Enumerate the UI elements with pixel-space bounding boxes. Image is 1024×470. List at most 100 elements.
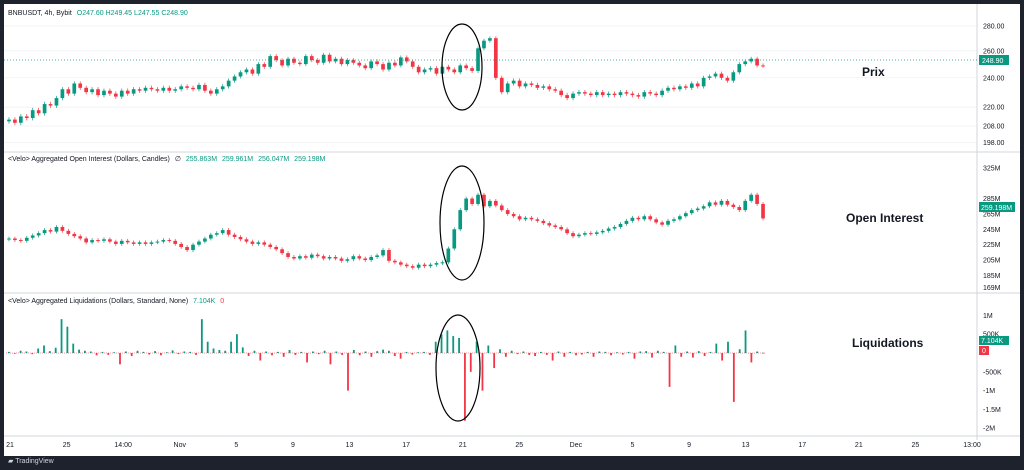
liq-bar	[358, 353, 361, 356]
oi-candle	[66, 230, 71, 234]
liq-bar	[551, 353, 554, 361]
price-candle	[470, 68, 474, 71]
price-y-tick: 208.00	[983, 124, 1005, 131]
liq-bar	[417, 352, 420, 354]
price-candle	[268, 56, 273, 67]
oi-candle	[630, 217, 635, 221]
annotation-liquidations: Liquidations	[852, 336, 924, 350]
liq-bar	[300, 351, 303, 354]
x-tick: 17	[402, 442, 410, 449]
annotation-ellipse-price	[441, 23, 483, 111]
oi-candle	[102, 239, 106, 241]
x-tick: 17	[798, 442, 806, 449]
chart-svg[interactable]: 280.00 260.00 240.00 220.00 208.00 198.00 325M…	[4, 4, 1020, 456]
liq-bar	[475, 341, 478, 354]
oi-symbol: ∅	[175, 156, 181, 163]
price-candle	[713, 73, 718, 77]
price-candle	[36, 110, 41, 114]
price-candle	[333, 58, 338, 62]
oi-candle	[594, 232, 599, 234]
liq-bar	[697, 351, 700, 354]
liq-bar	[247, 353, 250, 357]
price-candle	[505, 83, 510, 93]
oi-candle	[7, 238, 11, 240]
ohlc-open: 247.60	[82, 10, 104, 17]
tradingview-logo[interactable]: ▰ TradingView	[8, 457, 54, 465]
price-candle	[630, 93, 635, 96]
oi-candle	[42, 230, 47, 234]
liq-bar	[376, 351, 379, 354]
chart-frame: 280.00 260.00 240.00 220.00 208.00 198.00 325M…	[4, 4, 1020, 466]
liq-bar	[265, 351, 268, 354]
oi-y-tick: 265M	[983, 211, 1001, 218]
oi-candle	[511, 213, 516, 217]
liq-bar	[621, 353, 624, 355]
liq-bar	[469, 353, 472, 372]
price-candle	[761, 65, 765, 67]
oi-candle	[304, 256, 308, 258]
oi-candle	[577, 234, 581, 237]
price-candle	[654, 93, 658, 96]
oi-candle	[523, 217, 528, 220]
price-y-tick: 240.00	[983, 75, 1005, 82]
price-candles	[7, 36, 765, 126]
price-candle	[203, 84, 207, 91]
oi-candle	[571, 233, 575, 237]
oi-candle	[185, 246, 189, 251]
oi-candle	[137, 242, 142, 244]
price-candle	[30, 110, 35, 119]
oi-candle	[339, 258, 344, 261]
price-candle	[594, 92, 599, 96]
oi-candle	[404, 264, 409, 267]
oi-candle	[589, 233, 593, 235]
oi-candle	[422, 264, 427, 267]
oi-candle	[363, 258, 368, 261]
liq-bar	[154, 351, 156, 354]
oi-candle	[482, 194, 486, 207]
price-candle	[624, 92, 629, 94]
oi-candle	[612, 227, 617, 229]
oi-candle	[30, 235, 35, 238]
oi-candle	[725, 200, 730, 205]
oi-candle	[244, 239, 249, 242]
liq-bar	[224, 350, 227, 354]
price-candle	[321, 54, 326, 63]
oi-candle	[327, 256, 332, 259]
oi-candle	[84, 238, 88, 243]
liq-bar	[540, 351, 542, 354]
liq-bar	[177, 353, 180, 355]
oi-candle	[666, 220, 670, 225]
price-candle	[114, 93, 118, 97]
liq-bar	[692, 353, 694, 358]
oi-candle	[72, 233, 77, 237]
oi-candle	[149, 242, 154, 244]
oi-candle	[60, 227, 65, 231]
oi-candle	[494, 200, 498, 206]
liq-bar	[557, 351, 560, 354]
oi-candle	[125, 240, 130, 243]
liq-bar	[312, 351, 314, 354]
liq-bar	[534, 353, 536, 357]
price-candle	[559, 90, 563, 96]
price-candle	[618, 92, 623, 96]
oi-candle	[232, 234, 237, 237]
oi-candle	[262, 242, 267, 245]
x-tick: 25	[912, 442, 920, 449]
oi-candle	[309, 254, 314, 258]
x-tick: 13:00	[963, 442, 981, 449]
liq-bar	[452, 336, 455, 354]
price-candle	[167, 87, 172, 91]
x-tick: 21	[459, 442, 467, 449]
x-tick: 13	[346, 442, 354, 449]
oi-candle	[636, 217, 641, 220]
price-candle	[571, 93, 575, 99]
liq-bar	[66, 326, 69, 354]
oi-y-tick: 285M	[983, 196, 1001, 203]
liq-y-tick: -2M	[983, 426, 995, 433]
oi-title: <Velo> Aggregated Open Interest (Dollars…	[8, 156, 170, 163]
oi-badge: 259.198M	[981, 205, 1012, 212]
ohlc-high: 249.45	[111, 10, 133, 17]
price-candle	[191, 87, 195, 90]
liq-bar	[616, 352, 618, 354]
price-candle	[517, 80, 522, 87]
